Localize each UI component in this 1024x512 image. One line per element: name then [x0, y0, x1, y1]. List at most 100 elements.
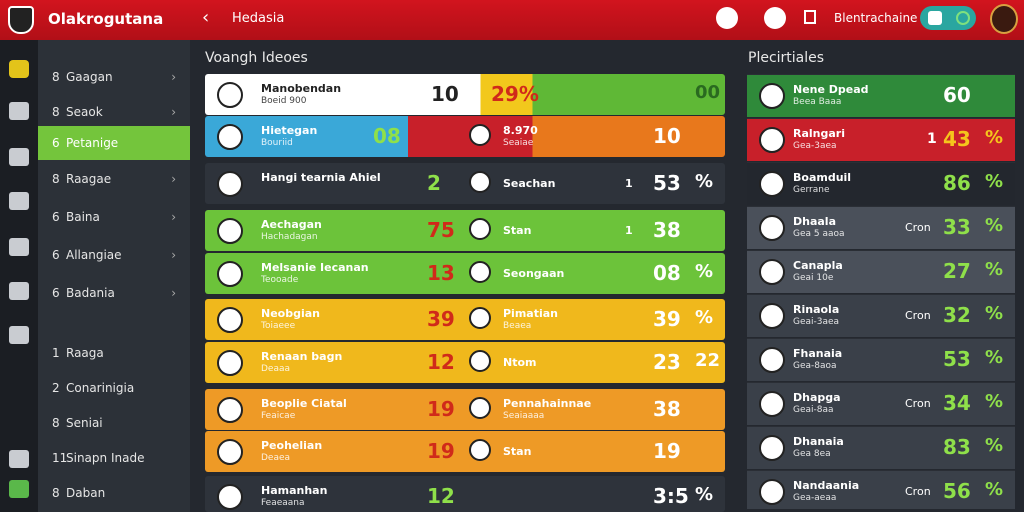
- team-sub: Gerrane: [793, 185, 830, 195]
- chevron: ›: [171, 172, 176, 186]
- match-row[interactable]: Neobgian Toiaeee 39 Pimatian Beaea 39%: [205, 299, 725, 340]
- match-row[interactable]: Aechagan Hachadagan 75 Stan 1 38: [205, 210, 725, 251]
- num: 1: [625, 177, 633, 190]
- match-row[interactable]: Melsanie Iecanan Teooade 13 Seongaan 08%: [205, 253, 725, 294]
- score: 08: [373, 124, 401, 148]
- opponent-name: Stan: [503, 224, 532, 237]
- team-logo: [217, 484, 243, 510]
- menu-item[interactable]: 6 Allangiae ›: [38, 238, 190, 272]
- team-logo: [759, 479, 785, 505]
- standing-row[interactable]: Nandaania Gea-aeaa Cron 56%: [747, 470, 1015, 509]
- menu-item[interactable]: 8 Gaagan ›: [38, 60, 190, 94]
- team-logo: [759, 391, 785, 417]
- score: 27: [943, 259, 971, 283]
- match-row[interactable]: Peohelian Deaea 19 Stan 19: [205, 431, 725, 472]
- avatar[interactable]: [990, 4, 1018, 34]
- team-sub: Bouriid: [261, 138, 293, 148]
- score: 2: [427, 171, 441, 195]
- match-row[interactable]: Hietegan Bouriid 08 8.970 Seaiae 10: [205, 116, 725, 157]
- standing-row[interactable]: Dhaala Gea 5 aaoa Cron 33%: [747, 206, 1015, 249]
- team-sub: Gea 5 aaoa: [793, 229, 845, 239]
- icon-button[interactable]: [716, 7, 738, 29]
- score: 32: [943, 303, 971, 327]
- account-name: Blentrachaine: [834, 11, 918, 25]
- rail-icon[interactable]: [9, 282, 29, 300]
- chevron: ›: [171, 210, 176, 224]
- score: 60: [943, 83, 971, 107]
- standing-row[interactable]: Nene Dpead Beea Baaa 60: [747, 74, 1015, 117]
- menu-item[interactable]: 1 Raaga: [38, 336, 190, 370]
- toggle[interactable]: [920, 6, 976, 30]
- team-name: Manobendan: [261, 82, 342, 95]
- rail-icon[interactable]: [9, 192, 29, 210]
- standing-row[interactable]: Rinaola Geai-3aea Cron 32%: [747, 294, 1015, 337]
- menu-item[interactable]: 6 Baina ›: [38, 200, 190, 234]
- score: 12: [427, 484, 455, 508]
- team-logo: [759, 303, 785, 329]
- rail-icon[interactable]: [9, 60, 29, 78]
- pct: %: [985, 479, 1004, 500]
- rail-icon[interactable]: [9, 238, 29, 256]
- menu-item[interactable]: 8 Seniai: [38, 406, 190, 440]
- standing-row[interactable]: Dhanaia Gea 8ea 83%: [747, 426, 1015, 469]
- menu-label: Baina: [66, 210, 100, 224]
- menu-item[interactable]: 11 Sinapn Inade: [38, 441, 190, 475]
- team-logo: [217, 82, 243, 108]
- match-row[interactable]: Renaan bagn Deaaa 12 Ntom 23 22: [205, 342, 725, 383]
- team-sub: Gea-aeaa: [793, 493, 837, 503]
- opponent-name: Pimatian: [503, 307, 558, 320]
- team-name: Renaan bagn: [261, 350, 343, 363]
- pct: %: [985, 259, 1004, 280]
- team-name: Peohelian: [261, 439, 323, 452]
- score2: 38: [653, 397, 681, 421]
- logo: [469, 171, 491, 193]
- pct: %: [985, 127, 1004, 148]
- standing-row[interactable]: Boamduil Gerrane 86%: [747, 162, 1015, 205]
- menu-item[interactable]: 6 Petanige: [38, 126, 190, 160]
- opponent-name: 8.970: [503, 124, 538, 137]
- rail-icon[interactable]: [9, 102, 29, 120]
- score: 75: [427, 218, 455, 242]
- logo: [469, 218, 491, 240]
- menu-item[interactable]: 2 Conarinigia: [38, 371, 190, 405]
- standing-row[interactable]: Canapla Geai 10e 27%: [747, 250, 1015, 293]
- score: 33: [943, 215, 971, 239]
- back-button[interactable]: ‹: [202, 7, 210, 28]
- menu-label: Seniai: [66, 416, 103, 430]
- team-name: Nene Dpead: [793, 83, 869, 96]
- menu-label: Daban: [66, 486, 106, 500]
- menu-label: Petanige: [66, 136, 119, 150]
- score: 12: [427, 350, 455, 374]
- rail-icon[interactable]: [9, 326, 29, 344]
- icon-button[interactable]: [764, 7, 786, 29]
- match-row[interactable]: Hamanhan Feaeaana 12 3:5%: [205, 476, 725, 512]
- match-row[interactable]: Beoplie Ciatal Feaicae 19 Pennahainnae Seaia…: [205, 389, 725, 430]
- menu-item[interactable]: 8 Seaok ›: [38, 95, 190, 129]
- score: 43: [943, 127, 971, 151]
- rail-icon[interactable]: [9, 450, 29, 468]
- pct: %: [695, 171, 714, 192]
- standing-row[interactable]: Fhanaia Gea-8aoa 53%: [747, 338, 1015, 381]
- team-name: Hangi tearnia Ahiel: [261, 171, 381, 184]
- rail-icon[interactable]: [9, 480, 29, 498]
- rail-icon[interactable]: [9, 148, 29, 166]
- standing-row[interactable]: Dhapga Geai-8aa Cron 34%: [747, 382, 1015, 425]
- num: 1: [927, 131, 937, 147]
- menu-label: Gaagan: [66, 70, 113, 84]
- match-row[interactable]: Manobendan Boeid 900 10 29% 00: [205, 74, 725, 115]
- menu-number: 8: [52, 70, 60, 84]
- match-row[interactable]: Hangi tearnia Ahiel 2 Seachan 1 53%: [205, 163, 725, 204]
- pct: %: [985, 303, 1004, 324]
- pct: 22: [695, 350, 721, 371]
- team-name: Hietegan: [261, 124, 318, 137]
- chevron: ›: [171, 105, 176, 119]
- menu-item[interactable]: 8 Raagae ›: [38, 162, 190, 196]
- standing-row[interactable]: Ralngari Gea-3aea 1 43%: [747, 118, 1015, 161]
- team-logo: [217, 350, 243, 376]
- bell-icon[interactable]: [804, 10, 816, 24]
- score2: 19: [653, 439, 681, 463]
- menu-item[interactable]: 6 Badania ›: [38, 276, 190, 310]
- menu-item[interactable]: 8 Daban: [38, 476, 190, 510]
- team-name: Boamduil: [793, 171, 852, 184]
